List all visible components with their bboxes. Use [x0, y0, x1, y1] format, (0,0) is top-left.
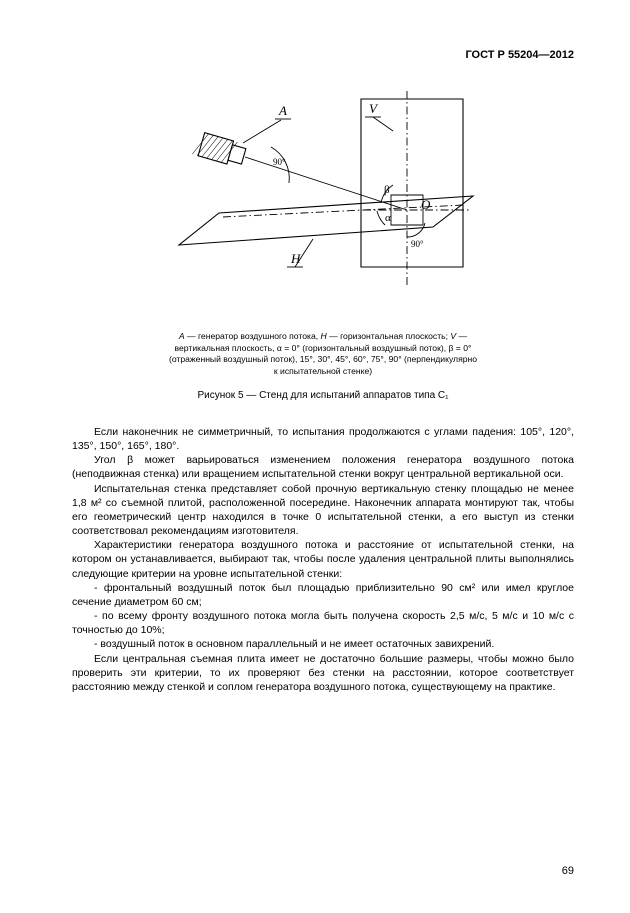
svg-text:V: V: [369, 101, 379, 116]
figure-block: A V H Oβ α 90° 90° A — генератор воздушного по…: [72, 87, 574, 403]
page-number: 69: [562, 864, 574, 879]
body-paragraph: Если центральная съемная плита имеет не …: [72, 652, 574, 695]
svg-text:β: β: [384, 184, 390, 196]
standard-code: ГОСТ Р 55204—2012: [465, 49, 574, 61]
figure-caption: Рисунок 5 — Стенд для испытаний аппарато…: [72, 389, 574, 403]
body-paragraph: - по всему фронту воздушного потока могл…: [72, 609, 574, 637]
svg-text:90°: 90°: [411, 239, 424, 249]
body-paragraph: - воздушный поток в основном параллельны…: [72, 637, 574, 651]
svg-text:H: H: [290, 251, 301, 266]
figure-legend: A — генератор воздушного потока, H — гор…: [168, 331, 478, 377]
body-text: Если наконечник не симметричный, то испы…: [72, 425, 574, 694]
body-paragraph: Характеристики генератора воздушного пот…: [72, 538, 574, 581]
body-paragraph: Если наконечник не симметричный, то испы…: [72, 425, 574, 453]
body-paragraph: - фронтальный воздушный поток был площад…: [72, 581, 574, 609]
doc-header: ГОСТ Р 55204—2012: [72, 48, 574, 63]
body-paragraph: Угол β может варьироваться изменением по…: [72, 453, 574, 481]
svg-text:A: A: [278, 103, 287, 118]
figure-svg-wrap: A V H Oβ α 90° 90°: [163, 87, 483, 321]
svg-text:α: α: [385, 212, 391, 224]
test-stand-diagram: A V H Oβ α 90° 90°: [163, 87, 483, 317]
svg-text:O: O: [421, 197, 431, 212]
body-paragraph: Испытательная стенка представляет собой …: [72, 482, 574, 539]
svg-text:90°: 90°: [273, 157, 286, 167]
